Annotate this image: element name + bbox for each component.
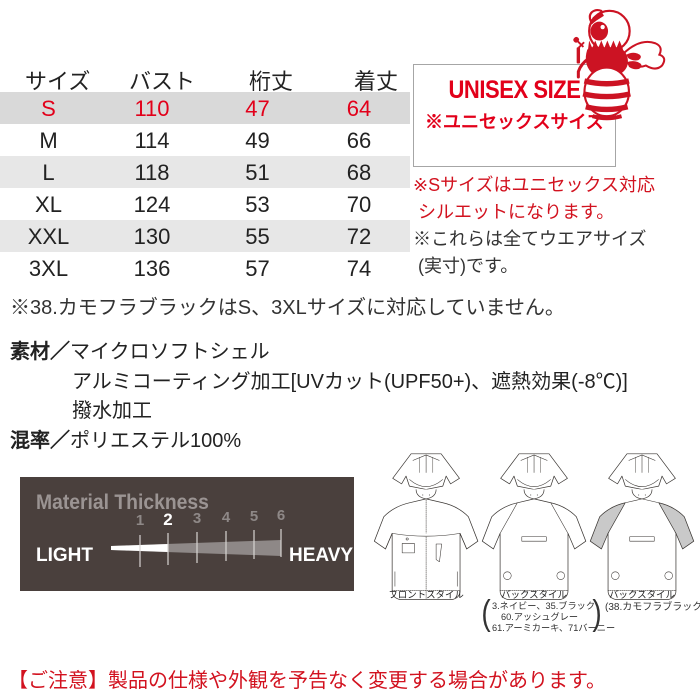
svg-text:2: 2 <box>163 510 172 529</box>
svg-text:フロントスタイル: フロントスタイル <box>388 590 464 601</box>
svg-text:バックスタイル: バックスタイル <box>609 590 675 601</box>
svg-text:4: 4 <box>222 509 231 526</box>
svg-text:6: 6 <box>277 507 285 524</box>
svg-text:バックスタイル: バックスタイル <box>501 590 567 601</box>
svg-text:3: 3 <box>193 510 201 527</box>
svg-text:5: 5 <box>250 508 258 525</box>
svg-text:1: 1 <box>136 512 144 529</box>
